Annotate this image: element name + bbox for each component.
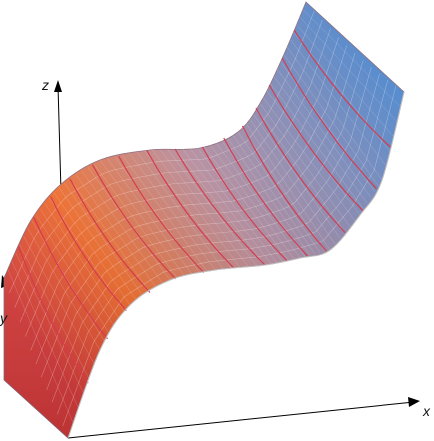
surface-mesh-line (293, 29, 391, 148)
surface-cross-line (129, 153, 216, 271)
surface-fine-line (9, 10, 315, 294)
surface-cross-line (280, 61, 375, 192)
surface-mesh-line (69, 178, 151, 293)
surface-cross-line (290, 39, 386, 166)
surface-cross-line (114, 156, 201, 274)
surface-mesh-line (255, 107, 346, 233)
surface-mesh-line (33, 217, 108, 340)
surface-cross-line (19, 244, 90, 380)
surface-cross-line (93, 163, 178, 279)
surface-fine-line (30, 45, 348, 351)
surface-fine-grid (7, 9, 401, 427)
surface-cross-line (273, 75, 368, 204)
surface-cross-line (137, 152, 224, 270)
x-axis-arrowhead (408, 397, 420, 407)
surface-cross-line (248, 117, 336, 245)
surface-cross-line (11, 261, 79, 409)
surface-fine-line (14, 19, 323, 308)
surface-cross-line (203, 146, 289, 261)
surface-fine-line (41, 60, 364, 378)
surface-cross-line (7, 269, 74, 424)
y-axis-label: y (0, 310, 8, 326)
surface-mesh-line (223, 137, 308, 257)
surface-fine-line (57, 79, 388, 415)
z-axis-arrowhead (54, 80, 62, 92)
s-curve-surface (3, 1, 405, 439)
surface-cross-line (122, 155, 208, 272)
surface-cross-line (182, 148, 271, 264)
surface-cross-line (99, 159, 186, 277)
surface-fine-line (19, 28, 331, 323)
surface-cross-line (23, 235, 95, 365)
surface-mesh-line (174, 148, 266, 266)
surface-cross-line (69, 178, 151, 293)
surface-mesh-line (18, 246, 89, 384)
surface-mesh-line (118, 156, 205, 273)
surface-cross-line (255, 107, 346, 233)
surface-cross-line (81, 171, 164, 285)
surface-cross-line (259, 103, 351, 227)
surface-mesh-line (268, 84, 364, 212)
surface-cross-line (35, 214, 111, 336)
surface-fine-line (25, 37, 339, 337)
surface-cross-line (167, 149, 257, 266)
z-axis-label: z (41, 77, 49, 93)
surface-cross-line (174, 148, 266, 266)
surface-cross-line (262, 97, 356, 221)
surface-fine-line (51, 73, 380, 403)
surface-mesh-line (281, 57, 377, 190)
surface-cross-line (299, 16, 397, 122)
surface-cross-line (226, 136, 311, 256)
surface-cross-line (244, 122, 331, 251)
surface-cross-line (237, 131, 321, 253)
surface-cross-line (107, 158, 193, 276)
surface-mesh-line (50, 196, 127, 312)
surface-fine-line (46, 67, 372, 391)
x-axis-label: x (422, 403, 431, 419)
surface-cross-line (152, 149, 241, 268)
surface-cross-line (53, 192, 131, 306)
surface-mesh-line (201, 146, 288, 262)
surface-cross-line (27, 227, 101, 351)
surface-mesh-line (91, 164, 177, 280)
surface-cross-line (58, 186, 137, 301)
surface-cross-line (144, 150, 232, 269)
surface-cross-line (15, 252, 85, 395)
surface-mesh-line (146, 150, 235, 269)
surface-mesh-line (241, 125, 327, 252)
surface-fine-line (35, 52, 356, 365)
surface-cross-line (269, 83, 364, 210)
x-axis (67, 401, 415, 439)
surface-mesh-lines (18, 29, 391, 384)
surface-cross-line (232, 134, 316, 255)
surface-front-edge (67, 91, 405, 439)
surface-cross-line (40, 208, 116, 328)
surface-cross-line (44, 203, 121, 321)
surface-cross-line (159, 149, 249, 267)
surface-cross-line (283, 54, 379, 186)
surface-cross-line (63, 182, 144, 297)
surface-cross-line (276, 68, 372, 198)
surface-shade (4, 2, 404, 438)
surface-cross-line (189, 148, 277, 263)
surface-cross-line (286, 46, 383, 181)
surface-cross-line (31, 220, 106, 343)
surface-cross-line (252, 112, 341, 239)
surface-cross-line (241, 127, 326, 252)
surface-cross-line (75, 174, 157, 289)
surface-cross-line (302, 9, 401, 107)
surface-cross-line (214, 141, 301, 259)
surface-cross-line (296, 24, 394, 137)
surface-cross-line (209, 143, 295, 260)
